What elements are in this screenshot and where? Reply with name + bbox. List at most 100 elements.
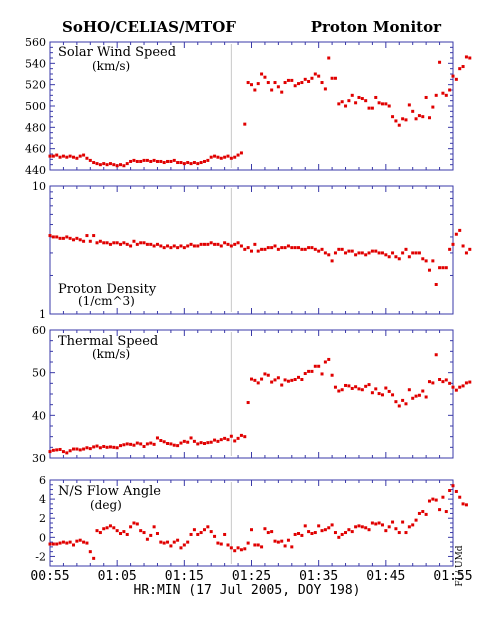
data-point-flow-angle xyxy=(276,540,280,544)
data-point-density xyxy=(253,242,257,246)
data-point-thermal xyxy=(166,441,170,445)
data-point-speed xyxy=(270,88,274,92)
data-point-speed xyxy=(243,122,247,126)
data-point-thermal xyxy=(92,445,96,449)
monitor-title: Proton Monitor xyxy=(311,18,442,36)
data-point-flow-angle xyxy=(387,525,391,529)
data-point-flow-angle xyxy=(51,542,55,546)
data-point-density xyxy=(468,247,472,251)
data-point-density xyxy=(320,247,324,251)
data-point-thermal xyxy=(179,441,183,445)
data-point-flow-angle xyxy=(65,541,69,545)
data-point-speed xyxy=(280,90,284,94)
data-point-flow-angle xyxy=(253,543,257,547)
data-point-flow-angle xyxy=(176,538,180,542)
data-point-thermal xyxy=(357,387,361,391)
x-tick-label: 01:25 xyxy=(232,569,271,584)
data-point-speed xyxy=(313,72,317,76)
data-point-thermal xyxy=(360,388,364,392)
panel-thermal: 30 40 50 60 Thermal Speed(km/s) xyxy=(32,324,472,465)
data-point-flow-angle xyxy=(125,532,129,536)
data-point-density xyxy=(149,242,153,246)
data-point-speed xyxy=(330,76,334,80)
panel-flow-angle: -2 0 2 4 6 N/S Flow Angle(deg) xyxy=(35,474,468,567)
data-point-density xyxy=(250,249,253,253)
data-point-flow-angle xyxy=(92,556,96,560)
data-point-speed xyxy=(112,163,116,167)
data-point-speed xyxy=(347,99,351,103)
data-point-thermal xyxy=(65,451,69,455)
data-point-speed xyxy=(149,159,153,163)
y-tick-label-thermal: 50 xyxy=(32,367,46,380)
data-point-thermal xyxy=(176,444,180,448)
data-point-flow-angle xyxy=(139,529,143,533)
data-point-density xyxy=(145,242,149,246)
data-point-flow-angle xyxy=(149,533,153,537)
data-point-flow-angle xyxy=(115,529,119,533)
data-point-thermal xyxy=(189,436,193,440)
data-point-flow-angle xyxy=(129,525,133,529)
data-point-density xyxy=(159,244,163,248)
data-point-density xyxy=(327,253,331,257)
data-point-density xyxy=(72,238,76,242)
data-point-speed xyxy=(427,116,431,120)
data-point-flow-angle xyxy=(330,523,334,527)
data-point-thermal xyxy=(88,447,92,451)
data-point-density xyxy=(256,249,260,253)
data-point-speed xyxy=(357,95,361,99)
data-point-speed xyxy=(297,82,301,86)
data-point-flow-angle xyxy=(370,521,374,525)
panel-label-density: Proton Density xyxy=(58,282,157,297)
data-point-density xyxy=(323,251,327,255)
data-point-thermal xyxy=(152,442,156,446)
data-point-thermal xyxy=(323,360,327,364)
data-point-flow-angle xyxy=(223,532,227,536)
panel-label-flow-angle: N/S Flow Angle xyxy=(58,484,161,499)
data-point-flow-angle xyxy=(333,531,337,535)
y-tick-label-speed: 500 xyxy=(25,100,46,113)
data-point-density xyxy=(337,247,341,251)
data-point-density xyxy=(162,246,166,250)
data-point-speed xyxy=(139,159,143,163)
data-point-density xyxy=(216,242,220,246)
data-point-density xyxy=(293,246,297,250)
data-point-density xyxy=(223,241,227,245)
data-point-flow-angle xyxy=(327,526,331,530)
x-axis-tick-labels: 00:55 01:05 01:15 01:25 01:35 01:45 01:55 xyxy=(30,569,472,584)
data-point-flow-angle xyxy=(159,540,163,544)
data-point-speed xyxy=(48,154,52,158)
data-point-flow-angle xyxy=(186,540,190,544)
data-point-speed xyxy=(239,151,243,155)
data-point-density xyxy=(263,247,267,251)
data-point-flow-angle xyxy=(182,543,186,547)
data-point-density xyxy=(431,259,435,263)
data-point-speed xyxy=(310,76,314,80)
data-point-flow-angle xyxy=(250,528,253,532)
data-point-flow-angle xyxy=(102,527,106,531)
y-tick-label-flow-angle: 2 xyxy=(39,512,46,525)
data-point-speed xyxy=(78,154,82,158)
data-point-speed xyxy=(273,81,277,85)
data-point-thermal xyxy=(404,402,408,406)
data-point-flow-angle xyxy=(307,530,311,534)
data-point-density xyxy=(391,251,395,255)
data-point-speed xyxy=(209,155,213,159)
data-point-density xyxy=(142,241,146,245)
data-point-density xyxy=(340,247,344,251)
data-point-flow-angle xyxy=(142,531,146,535)
data-point-density xyxy=(233,242,237,246)
data-point-flow-angle xyxy=(162,541,166,545)
data-point-density xyxy=(417,251,421,255)
data-point-thermal xyxy=(105,445,109,449)
data-point-speed xyxy=(162,161,166,165)
data-point-flow-angle xyxy=(226,543,230,547)
data-point-flow-angle xyxy=(290,545,294,549)
data-point-density xyxy=(424,259,428,263)
data-point-density xyxy=(370,249,374,253)
data-point-flow-angle xyxy=(68,540,72,544)
data-point-speed xyxy=(152,158,156,162)
data-point-flow-angle xyxy=(199,531,203,535)
data-point-density xyxy=(454,232,458,236)
data-point-thermal xyxy=(213,438,217,442)
data-point-thermal xyxy=(401,398,405,402)
